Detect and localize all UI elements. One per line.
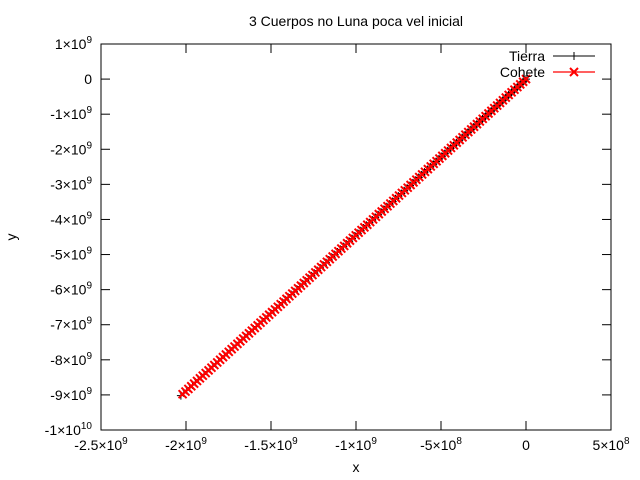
x-tick-label-mantissa: -5×10 [420,437,456,453]
y-tick-label-mantissa: -1×10 [50,106,86,122]
legend-label: Cohete [500,64,545,80]
y-tick-label-mantissa: -7×10 [50,317,86,333]
x-tick-label-mantissa: -2×10 [165,437,201,453]
x-tick-label-mantissa: -2.5×10 [74,437,122,453]
y-tick-label: 0 [84,71,92,87]
y-tick-label-mantissa: -3×10 [50,176,86,192]
x-tick-label-exponent: 8 [456,436,462,447]
y-tick-label-mantissa: -5×10 [50,247,86,263]
y-tick-label-exponent: 9 [86,105,92,116]
chart-title: 3 Cuerpos no Luna poca vel inicial [249,13,463,29]
y-tick-label-exponent: 9 [86,246,92,257]
x-tick-label-mantissa: -1×10 [335,437,371,453]
x-tick-label-exponent: 9 [201,436,207,447]
y-tick-label-exponent: 9 [86,316,92,327]
y-tick-label-exponent: 9 [86,140,92,151]
x-tick-label: 0 [522,437,530,453]
x-tick-label: -1×109 [335,436,377,453]
y-axis-label: y [3,234,19,241]
x-tick-label-exponent: 9 [292,436,298,447]
x-tick-label-mantissa: 5×10 [592,437,624,453]
y-tick-label-exponent: 10 [81,421,93,432]
x-tick-label-mantissa: -1.5×10 [244,437,292,453]
legend-label: Tierra [509,48,545,64]
x-tick-label: -1.5×109 [244,436,298,453]
plot-layer [176,74,531,400]
y-tick-label-mantissa: -9×10 [50,387,86,403]
legend-marker [570,52,578,60]
x-tick-label-mantissa: 0 [522,437,530,453]
x-axis-label: x [353,459,360,475]
y-tick-label: -1×1010 [45,421,93,438]
y-tick-label-mantissa: 1×10 [55,36,87,52]
y-tick-label: -4×109 [50,210,92,227]
y-tick-label: -9×109 [50,386,92,403]
y-axis: 1×1090-1×109-2×109-3×109-4×109-5×109-6×1… [45,35,611,438]
x-tick-label-exponent: 8 [624,436,630,447]
x-tick-label: -2×109 [165,436,207,453]
y-tick-label-exponent: 9 [86,386,92,397]
y-tick-label: -2×109 [50,140,92,157]
y-tick-label-mantissa: -6×10 [50,282,86,298]
x-axis: -2.5×109 -2×109 -1.5×109 -1×109 -5×108 0 5×108 [74,44,630,453]
y-tick-label-exponent: 9 [86,175,92,186]
y-tick-label: -8×109 [50,351,92,368]
y-tick-label-mantissa: -1×10 [45,422,81,438]
data-point [177,389,188,399]
y-tick-label-mantissa: 0 [84,71,92,87]
x-tick-label: 5×108 [592,436,630,453]
y-tick-label: -3×109 [50,175,92,192]
y-tick-label-exponent: 9 [86,210,92,221]
series-cohete [177,74,531,399]
y-tick-label-mantissa: -4×10 [50,211,86,227]
y-tick-label-exponent: 9 [86,35,92,46]
legend-marker [569,67,579,77]
y-tick-label: -1×109 [50,105,92,122]
y-tick-label-mantissa: -2×10 [50,141,86,157]
y-tick-label-mantissa: -8×10 [50,352,86,368]
y-tick-label: -5×109 [50,246,92,263]
y-tick-label-exponent: 9 [86,281,92,292]
y-tick-label: 1×109 [55,35,93,52]
x-tick-label-exponent: 9 [371,436,377,447]
x-tick-label: -2.5×109 [74,436,128,453]
x-tick-label: -5×108 [420,436,462,453]
plot-frame [100,43,612,431]
y-tick-label: -7×109 [50,316,92,333]
y-tick-label-exponent: 9 [86,351,92,362]
y-tick-label: -6×109 [50,281,92,298]
x-tick-label-exponent: 9 [122,436,128,447]
